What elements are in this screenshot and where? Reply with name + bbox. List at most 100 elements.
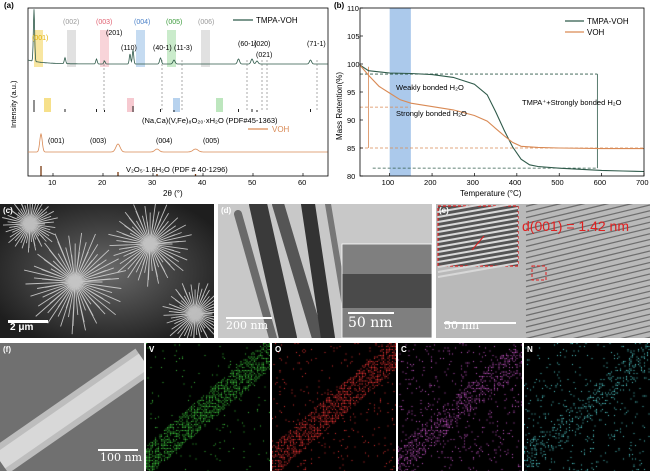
nanobelt-spike (42, 278, 76, 283)
nanobelt-spike (194, 313, 214, 323)
lattice-fringe (525, 307, 650, 338)
nanobelt-spike (149, 243, 188, 250)
nanobelt-spike (149, 211, 160, 245)
nanobelt-spike (149, 224, 187, 245)
peak-label: (60-1) (238, 41, 257, 48)
xrd-bottom-curve (28, 132, 328, 153)
peak-label: (201) (106, 30, 122, 37)
band-005 (167, 30, 176, 67)
ref-bars-top (33, 100, 311, 112)
x-tick-label: 500 (551, 178, 564, 187)
nanobelt-spike (20, 223, 31, 244)
nanobelt-spike (12, 211, 31, 225)
nanobelt-spike (48, 249, 76, 283)
panel-a-label: (a) (4, 1, 14, 10)
nanobelt-spike (29, 223, 44, 239)
nanobelt-spike (171, 313, 196, 330)
nanobelt-spike (29, 210, 55, 225)
y-tick-label: 80 (347, 172, 355, 181)
nanobelt-spike (183, 313, 196, 337)
nanobelt-spike (149, 243, 153, 271)
nanobelt-spike (149, 243, 166, 272)
tem-nanobelts-image (218, 204, 432, 338)
nanobelt-spike (190, 284, 196, 315)
nanobelt-spike (149, 217, 179, 245)
legend-tmpa: TMPA-VOH (587, 17, 629, 26)
nanobelt-spike (74, 281, 101, 309)
scale-bar-inset (348, 312, 394, 314)
nanobelt-spike (74, 263, 100, 283)
xrd-xticks: 10 20 30 40 50 60 (48, 173, 306, 187)
nanobelt-spike (124, 225, 151, 245)
nanobelt-spike (194, 313, 214, 320)
panel-a-xrd: 10 20 30 40 50 60 TMPA-VOH VOH (Na,Ca)(V,Fe)₈… (0, 0, 330, 200)
peak-label: (003) (96, 19, 112, 26)
nanobelt-spike (129, 243, 151, 255)
lattice-fringe (549, 313, 650, 338)
nanobelt-spike (131, 226, 151, 245)
lattice-fringe (525, 273, 650, 305)
tga-ylabel: Mass Retention(%) (335, 72, 344, 140)
nanobelt-spike (29, 221, 50, 225)
x-tick-label: 60 (298, 178, 306, 187)
tga-series-tmpa (359, 64, 645, 173)
lattice-fringe (525, 296, 650, 328)
nanobelt-spike (29, 223, 56, 229)
scale-label-inset: 50 nm (348, 315, 393, 331)
nanobelt-spike (194, 313, 198, 335)
inset-fringe (437, 222, 519, 238)
inset-fringe (437, 237, 519, 253)
nanobelt-spike (194, 288, 203, 315)
nanobelt-spike (149, 226, 165, 245)
peak-label: (005) (166, 19, 182, 26)
nanobelt-spike (194, 303, 214, 315)
nanobelt-spike (74, 260, 93, 283)
eds-c-label: C (401, 345, 407, 354)
eds-map-c: C (398, 343, 522, 471)
nanobelt-spike (60, 281, 76, 327)
nanobelt-spike (194, 313, 201, 338)
legend-tmpa: TMPA-VOH (256, 16, 298, 25)
nanobelt-spike (135, 243, 151, 273)
nanobelt-spike (74, 281, 86, 311)
nanobelt-spike (186, 313, 196, 338)
eds-o-dots (272, 343, 396, 471)
band-006 (201, 30, 210, 67)
nanobelt-spike (108, 233, 151, 245)
annot-weak: Weakly bonded H₂O (396, 83, 464, 92)
nanobelt-spike (35, 281, 76, 317)
nanobelt-spike (113, 243, 151, 257)
nanobelt-spike (149, 234, 176, 245)
nanobelt-spike (74, 278, 111, 283)
peak-label-voh: (001) (48, 138, 64, 145)
lattice-fringe (596, 325, 650, 338)
hrtem-lattice-image (436, 204, 650, 338)
inset-fringe (437, 232, 519, 248)
lattice-fringe (525, 284, 650, 317)
scale-bar (98, 449, 138, 451)
nanobelt-spike (67, 281, 76, 318)
panel-b-tga: 100 200 300 400 500 600 700 80 85 90 95 100 105 110 T… (332, 0, 650, 200)
lattice-fringe (525, 238, 650, 271)
dspacing-label: d(001) = 1.42 nm (522, 218, 630, 234)
nanobelt-spike (50, 281, 76, 295)
tga-plot: 100 200 300 400 500 600 700 80 85 90 95 100 105 110 T… (335, 4, 649, 198)
eds-map-v: V (146, 343, 270, 471)
lattice-fringe (525, 290, 650, 322)
xrd-frame (27, 7, 329, 177)
peak-guides (103, 60, 318, 112)
peak-label-voh: (003) (90, 138, 106, 145)
nanobelt-spike (74, 281, 104, 300)
nanobelt-spike (163, 313, 196, 316)
nanobelt-spike (178, 313, 196, 338)
nanobelt-spike (194, 313, 214, 326)
nanobelt-spike (29, 223, 36, 247)
nanobelt-spike (194, 313, 212, 331)
x-tick-label: 300 (466, 178, 479, 187)
nanobelt-spike (194, 313, 214, 318)
annot-strong: Strongly bonded H₂O (396, 109, 467, 118)
panel-d-tem-image: (d) 200 nm 50 nm (218, 204, 432, 338)
nanobelt-spike (149, 234, 192, 245)
y-tick-label: 85 (347, 144, 355, 153)
inset-fringe (437, 212, 519, 228)
